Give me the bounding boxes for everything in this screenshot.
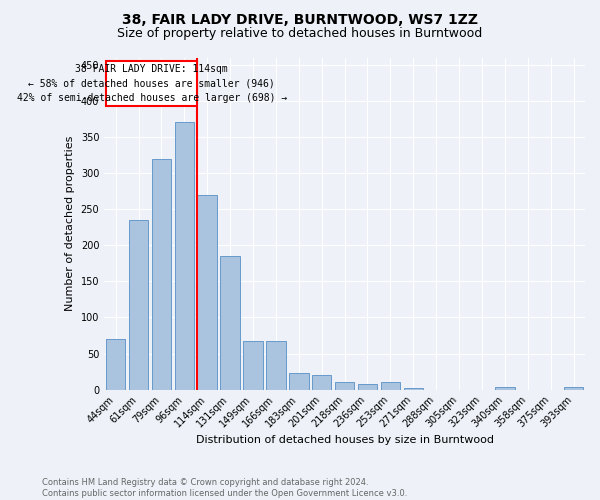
Bar: [220, 256, 240, 390]
Y-axis label: Number of detached properties: Number of detached properties: [65, 136, 75, 312]
Bar: [404, 388, 423, 390]
Bar: [243, 340, 263, 390]
FancyBboxPatch shape: [106, 61, 197, 106]
Bar: [358, 384, 377, 390]
Bar: [106, 339, 125, 390]
Bar: [197, 194, 217, 390]
Bar: [129, 220, 148, 390]
Bar: [175, 122, 194, 390]
Bar: [289, 373, 308, 390]
Text: Contains HM Land Registry data © Crown copyright and database right 2024.
Contai: Contains HM Land Registry data © Crown c…: [42, 478, 407, 498]
Bar: [380, 382, 400, 390]
X-axis label: Distribution of detached houses by size in Burntwood: Distribution of detached houses by size …: [196, 435, 494, 445]
Text: 38 FAIR LADY DRIVE: 114sqm
← 58% of detached houses are smaller (946)
42% of sem: 38 FAIR LADY DRIVE: 114sqm ← 58% of deta…: [17, 64, 287, 104]
Text: 38, FAIR LADY DRIVE, BURNTWOOD, WS7 1ZZ: 38, FAIR LADY DRIVE, BURNTWOOD, WS7 1ZZ: [122, 12, 478, 26]
Bar: [495, 387, 515, 390]
Bar: [312, 375, 331, 390]
Bar: [152, 158, 171, 390]
Bar: [564, 387, 583, 390]
Text: Size of property relative to detached houses in Burntwood: Size of property relative to detached ho…: [118, 28, 482, 40]
Bar: [266, 340, 286, 390]
Bar: [335, 382, 355, 390]
